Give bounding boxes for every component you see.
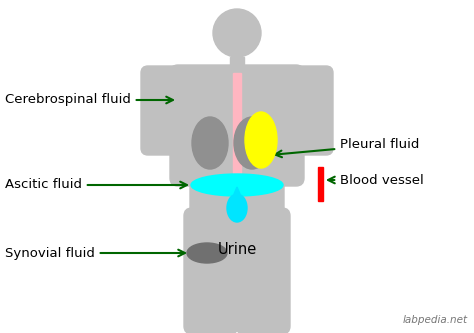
Ellipse shape — [234, 117, 270, 169]
FancyBboxPatch shape — [184, 208, 238, 333]
Text: Pleural fluid: Pleural fluid — [275, 139, 419, 157]
Ellipse shape — [227, 194, 247, 222]
Text: labpedia.net: labpedia.net — [403, 315, 468, 325]
Ellipse shape — [191, 174, 283, 196]
FancyBboxPatch shape — [289, 66, 333, 155]
FancyBboxPatch shape — [318, 167, 323, 201]
Text: Blood vessel: Blood vessel — [328, 173, 424, 186]
Text: Synovial fluid: Synovial fluid — [5, 246, 185, 259]
Polygon shape — [234, 187, 240, 194]
FancyBboxPatch shape — [233, 73, 241, 178]
Ellipse shape — [192, 117, 228, 169]
Ellipse shape — [187, 243, 227, 263]
FancyBboxPatch shape — [141, 66, 185, 155]
Text: Cerebrospinal fluid: Cerebrospinal fluid — [5, 94, 173, 107]
FancyBboxPatch shape — [236, 208, 290, 333]
FancyBboxPatch shape — [190, 173, 284, 221]
Circle shape — [213, 9, 261, 57]
Text: Ascitic fluid: Ascitic fluid — [5, 178, 187, 191]
Text: Urine: Urine — [218, 242, 256, 257]
FancyBboxPatch shape — [170, 65, 304, 186]
Ellipse shape — [245, 112, 277, 168]
FancyBboxPatch shape — [230, 57, 244, 73]
